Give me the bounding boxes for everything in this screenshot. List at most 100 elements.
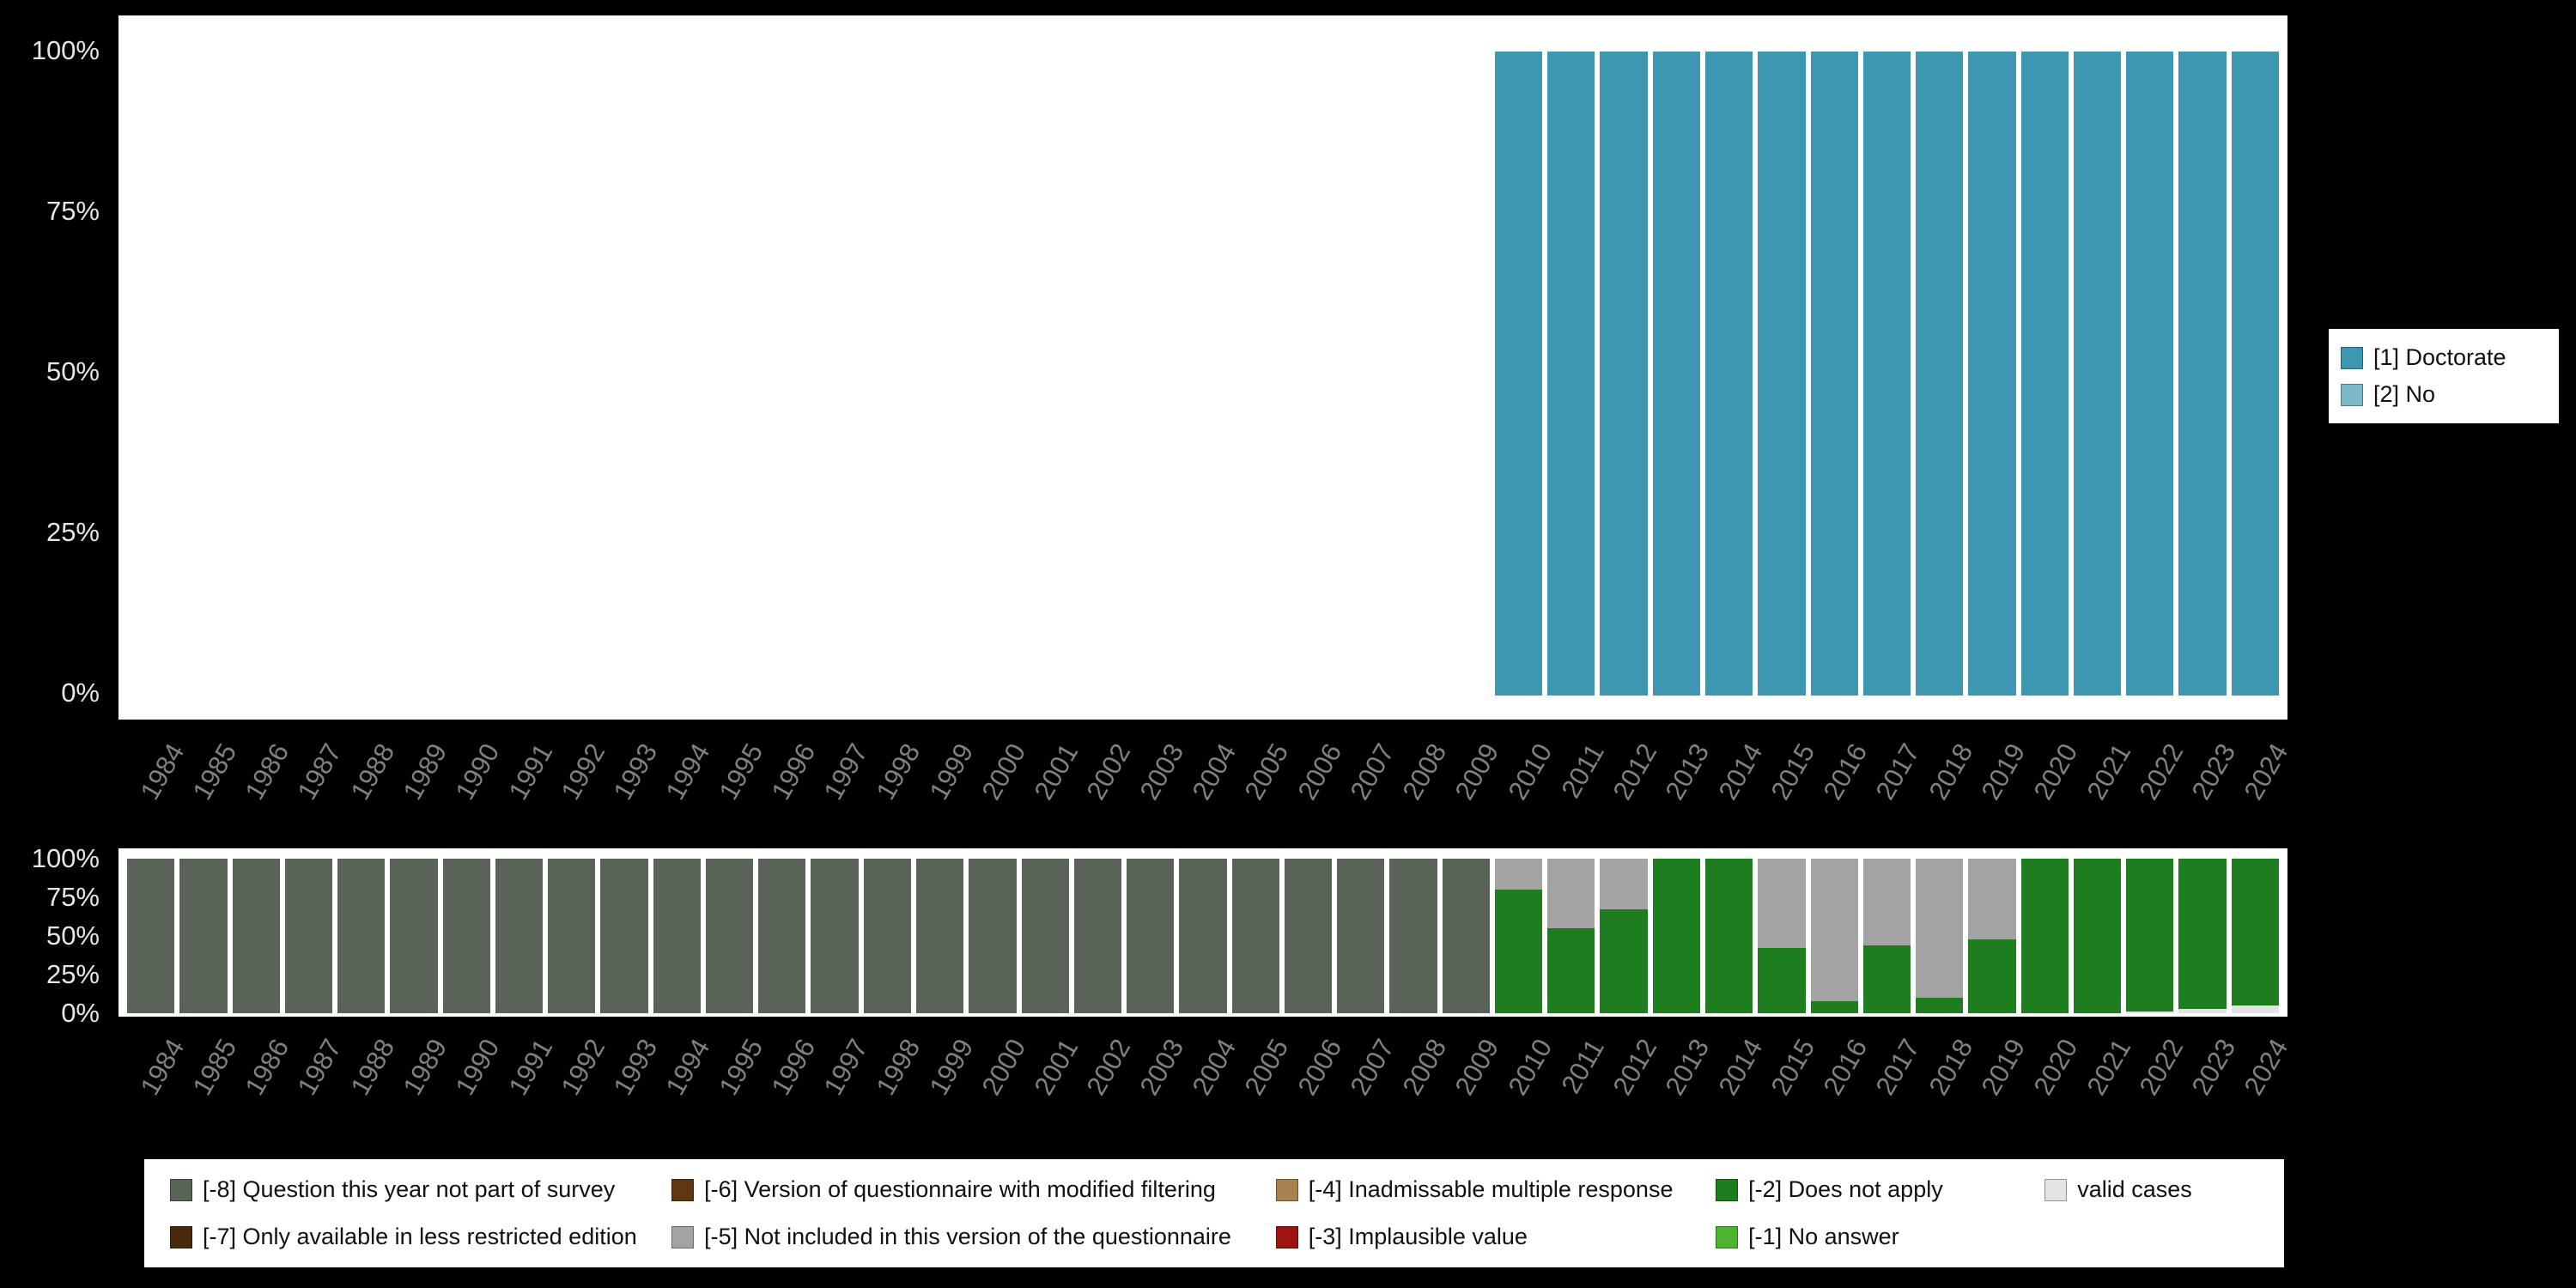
bar-2017: [1862, 52, 1911, 696]
x-tick: 1986: [233, 1024, 295, 1137]
bar-segment: [1600, 909, 1648, 1013]
bar-1986: [233, 52, 280, 696]
bar-1995: [706, 52, 753, 696]
legend-label: [2] No: [2373, 381, 2436, 407]
bar-1993: [600, 859, 648, 1013]
legend-label: [-1] No answer: [1748, 1224, 1899, 1249]
bar-segment: [1916, 998, 1964, 1013]
x-tick: 1989: [390, 728, 453, 841]
bar-segment: [1600, 52, 1648, 696]
x-tick: 2004: [1179, 728, 1242, 841]
x-tick: 1987: [285, 1024, 348, 1137]
bar-2000: [969, 52, 1016, 696]
bar-segment: [548, 859, 596, 1013]
x-tick: 1997: [811, 728, 874, 841]
legend-label: [-6] Version of questionnaire with modif…: [704, 1176, 1216, 1202]
bar-2011: [1547, 859, 1595, 1013]
legend-swatch-icon: [170, 1178, 192, 1201]
x-tick: 2014: [1705, 1024, 1768, 1137]
bar-1998: [863, 859, 911, 1013]
bar-segment: [2231, 1005, 2279, 1013]
x-tick: 1988: [337, 1024, 400, 1137]
x-tick: 2023: [2178, 728, 2242, 841]
bar-segment: [1547, 928, 1595, 1013]
bar-1994: [653, 859, 701, 1013]
bar-segment: [179, 859, 228, 1013]
x-tick: 2002: [1074, 728, 1137, 841]
x-tick: 1994: [653, 728, 716, 841]
bar-2004: [1179, 859, 1227, 1013]
x-tick: 2002: [1074, 1024, 1137, 1137]
x-tick: 1990: [443, 728, 506, 841]
x-tick: 1991: [495, 728, 558, 841]
legend-label: [-3] Implausible value: [1308, 1224, 1528, 1249]
legend-item: [-4] Inadmissable multiple response: [1275, 1176, 1707, 1203]
legend-item: [-2] Does not apply: [1716, 1176, 2036, 1203]
x-tick: 2007: [1337, 728, 1400, 841]
bar-segment: [1758, 859, 1806, 949]
bar-2023: [2178, 52, 2227, 696]
x-tick: 1999: [916, 728, 979, 841]
x-tick: 2012: [1600, 728, 1663, 841]
bar-segment: [1600, 859, 1648, 910]
bar-2006: [1284, 859, 1333, 1013]
bar-segment: [1758, 948, 1806, 1013]
bar-segment: [1916, 52, 1964, 696]
legend-swatch-icon: [170, 1225, 192, 1249]
bar-2022: [2126, 52, 2174, 696]
legend-item: valid cases: [2044, 1176, 2258, 1203]
x-tick: 1996: [758, 1024, 821, 1137]
bar-2024: [2231, 52, 2279, 696]
y-tick-label: 100%: [31, 843, 100, 873]
bar-segment: [1704, 859, 1753, 1013]
bar-2012: [1600, 52, 1648, 696]
bar-2019: [1968, 52, 2016, 696]
y-tick-label: 0%: [61, 998, 100, 1028]
x-tick: 2001: [1022, 1024, 1084, 1137]
x-tick: 2024: [2232, 728, 2294, 841]
legend-label: [-2] Does not apply: [1748, 1176, 1943, 1202]
x-tick: 2020: [2021, 728, 2084, 841]
bar-segment: [2231, 52, 2279, 696]
x-tick: 1992: [548, 1024, 611, 1137]
bar-segment: [863, 859, 911, 1013]
bar-segment: [2178, 1008, 2227, 1013]
x-tick: 2015: [1758, 728, 1820, 841]
x-tick: 2018: [1916, 1024, 1978, 1137]
x-tick: 1997: [811, 1024, 874, 1137]
y-tick-label: 25%: [46, 517, 100, 547]
x-tick: 2014: [1705, 728, 1768, 841]
legend-item: [-6] Version of questionnaire with modif…: [671, 1176, 1267, 1203]
legend-swatch-icon: [671, 1225, 695, 1249]
bar-1991: [495, 859, 544, 1013]
x-tick: 2013: [1653, 728, 1716, 841]
bar-2013: [1652, 859, 1700, 1013]
bar-2010: [1494, 859, 1543, 1013]
bar-1984: [127, 52, 174, 696]
bar-segment: [337, 859, 386, 1013]
bar-segment: [1021, 859, 1069, 1013]
bar-segment: [1652, 52, 1700, 696]
bar-2021: [2073, 52, 2122, 696]
x-tick: 1985: [179, 1024, 242, 1137]
bar-segment: [1862, 52, 1911, 696]
bar-1998: [864, 52, 911, 696]
bar-segment: [2126, 1012, 2174, 1013]
bar-1992: [548, 52, 595, 696]
missing-legend: [-8] Question this year not part of surv…: [144, 1159, 2284, 1267]
bar-2020: [2020, 859, 2069, 1013]
bar-1990: [442, 859, 490, 1013]
bar-segment: [495, 859, 544, 1013]
bar-1992: [548, 859, 596, 1013]
bar-1993: [600, 52, 647, 696]
bar-2005: [1231, 859, 1279, 1013]
bar-2014: [1704, 52, 1753, 696]
bar-segment: [390, 859, 438, 1013]
x-tick: 2016: [1811, 1024, 1874, 1137]
x-tick: 2010: [1495, 1024, 1558, 1137]
bar-2009: [1442, 859, 1490, 1013]
x-tick: 1989: [390, 1024, 453, 1137]
y-tick-label: 25%: [46, 959, 100, 989]
bar-2019: [1968, 859, 2016, 1013]
bar-segment: [1073, 859, 1122, 1013]
